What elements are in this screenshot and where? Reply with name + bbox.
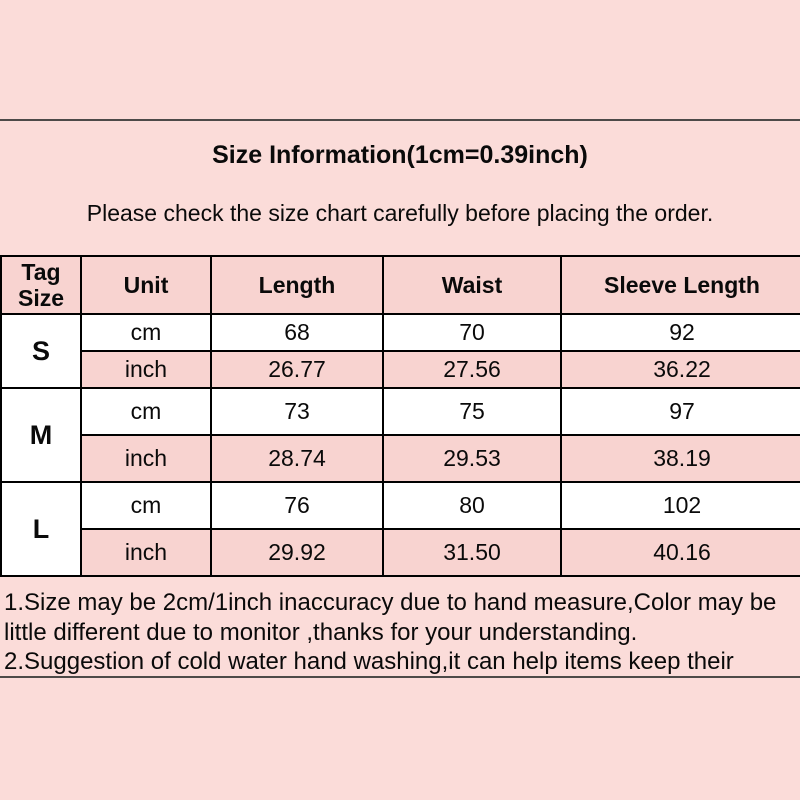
table-row-s-inch: inch 26.77 27.56 36.22 xyxy=(1,350,800,389)
value-cell-waist: 27.56 xyxy=(382,350,562,389)
unit-cell: cm xyxy=(80,481,212,530)
note-line-2: 2.Suggestion of cold water hand washing,… xyxy=(4,648,734,675)
value-cell-sleeve: 92 xyxy=(560,313,800,352)
column-header-tag-size: Tag Size xyxy=(0,255,82,315)
size-info-title: Size Information(1cm=0.39inch) xyxy=(212,141,588,169)
value-cell-sleeve: 40.16 xyxy=(560,528,800,577)
column-header-waist: Waist xyxy=(382,255,562,315)
value-cell-length: 29.92 xyxy=(210,528,384,577)
column-header-length: Length xyxy=(210,255,384,315)
value-cell-waist: 31.50 xyxy=(382,528,562,577)
column-header-sleeve-length: Sleeve Length xyxy=(560,255,800,315)
value-cell-waist: 80 xyxy=(382,481,562,530)
table-row-m-inch: inch 28.74 29.53 38.19 xyxy=(1,434,800,483)
unit-cell: cm xyxy=(80,387,212,436)
divider-bottom xyxy=(0,676,800,678)
tag-size-cell-s: S xyxy=(0,313,82,389)
unit-cell: cm xyxy=(80,313,212,352)
unit-cell: inch xyxy=(80,434,212,483)
value-cell-length: 68 xyxy=(210,313,384,352)
tag-size-cell-l: L xyxy=(0,481,82,577)
value-cell-sleeve: 36.22 xyxy=(560,350,800,389)
value-cell-waist: 29.53 xyxy=(382,434,562,483)
table-header-row: Tag Size Unit Length Waist Sleeve Length xyxy=(0,255,800,315)
column-header-unit: Unit xyxy=(80,255,212,315)
value-cell-length: 26.77 xyxy=(210,350,384,389)
value-cell-sleeve: 38.19 xyxy=(560,434,800,483)
value-cell-length: 73 xyxy=(210,387,384,436)
value-cell-waist: 70 xyxy=(382,313,562,352)
value-cell-waist: 75 xyxy=(382,387,562,436)
value-cell-sleeve: 102 xyxy=(560,481,800,530)
divider-top xyxy=(0,119,800,121)
value-cell-sleeve: 97 xyxy=(560,387,800,436)
table-row-l-cm: L cm 76 80 102 xyxy=(0,481,800,577)
size-chart-subtitle: Please check the size chart carefully be… xyxy=(86,200,714,226)
unit-cell: inch xyxy=(80,350,212,389)
unit-cell: inch xyxy=(80,528,212,577)
value-cell-length: 76 xyxy=(210,481,384,530)
value-cell-length: 28.74 xyxy=(210,434,384,483)
note-line-1: 1.Size may be 2cm/1inch inaccuracy due t… xyxy=(4,589,777,646)
table-row-m-cm: M cm 73 75 97 xyxy=(0,387,800,483)
table-row-l-inch: inch 29.92 31.50 40.16 xyxy=(1,528,800,577)
table-row-s-cm: S cm 68 70 92 xyxy=(0,313,800,389)
measurement-notes: 1.Size may be 2cm/1inch inaccuracy due t… xyxy=(4,588,796,677)
tag-size-cell-m: M xyxy=(0,387,82,483)
size-table: Tag Size Unit Length Waist Sleeve Length… xyxy=(0,255,800,577)
